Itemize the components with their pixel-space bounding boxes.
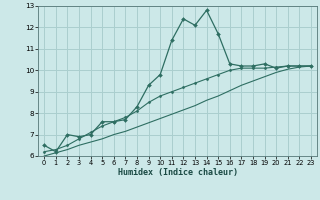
X-axis label: Humidex (Indice chaleur): Humidex (Indice chaleur) [118, 168, 238, 177]
